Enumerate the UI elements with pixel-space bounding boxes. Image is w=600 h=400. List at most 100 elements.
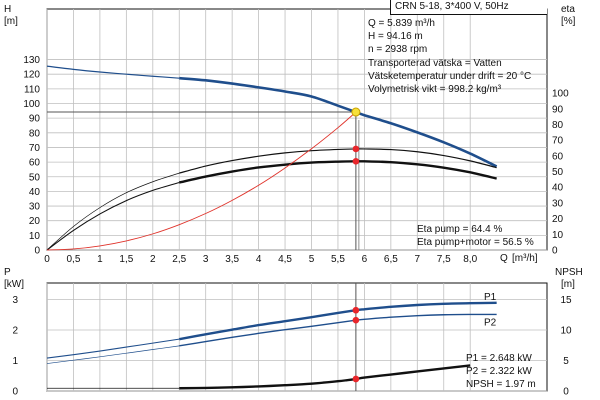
eta-tick-label: 30	[552, 198, 564, 209]
duty-point-marker	[351, 107, 361, 117]
power-series: P1 P2	[46, 283, 497, 391]
duty-temperature: Vätsketemperatur under drift = 20 °C	[368, 70, 532, 82]
eta-tick-label: 70	[552, 136, 564, 147]
head-tick-label: 40	[29, 187, 41, 198]
duty-flow: Q = 5.839 m³/h	[368, 18, 435, 29]
head-tick-label: 120	[23, 70, 40, 81]
x-tick-label: 1,5	[119, 254, 133, 265]
x-tick-label: 3	[203, 254, 209, 265]
head-axis-label: H	[4, 4, 11, 15]
eta-tick-label: 80	[552, 120, 564, 131]
head-axis-unit: [m]	[4, 16, 18, 27]
power-tick-label: 1	[12, 356, 18, 367]
eta-tick-label: 50	[552, 167, 564, 178]
npsh-curve	[179, 364, 471, 390]
power-info-block: P1 = 2.648 kW P2 = 2.322 kW NPSH = 1.97 …	[466, 352, 536, 392]
head-series	[46, 65, 498, 251]
duty-head: H = 94.16 m	[368, 31, 423, 43]
eta-axis-unit: [%]	[561, 16, 576, 27]
duty-density: Volymetrisk vikt = 998.2 kg/m³	[368, 84, 502, 96]
eta-pump-marker	[352, 145, 360, 153]
eta-axis-label: eta	[561, 4, 575, 15]
eta-tick-label: 60	[552, 151, 564, 162]
head-tick-label: 20	[29, 216, 41, 227]
p1-series-label: P1	[484, 292, 497, 303]
eta-tick-label: 100	[552, 89, 569, 100]
x-tick-label: 3,5	[225, 254, 239, 265]
system_curve-curve	[46, 111, 357, 251]
duty-liquid: Transporterad vätska = Vatten	[368, 57, 502, 69]
head-curve-low	[46, 65, 180, 79]
p1-value-text: P1 = 2.648 kW	[466, 353, 532, 364]
p2-curve-low	[46, 345, 180, 364]
eta-tick-label: 90	[552, 104, 564, 115]
eta-tick-label: 20	[552, 214, 564, 225]
x-tick-label: 2,5	[172, 254, 186, 265]
npsh-tick-label: 15	[560, 295, 572, 306]
x-tick-label: 6,5	[384, 254, 398, 265]
eta_pump_motor-curve-low	[46, 182, 180, 251]
eta-pump-motor-text: Eta pump+motor = 56.5 %	[417, 237, 534, 249]
npsh-axis-unit: [m]	[561, 279, 575, 290]
p2-value-text: P2 = 2.322 kW	[466, 366, 532, 378]
eta-pump-text: Eta pump = 64.4 %	[417, 224, 503, 235]
head-tick-label: 50	[29, 172, 41, 183]
eta-tick-label: 40	[552, 183, 564, 194]
x-tick-label: 4,5	[278, 254, 292, 265]
head-tick-label: 130	[23, 55, 40, 66]
duty-info-block: Q = 5.839 m³/h H = 94.16 m n = 2938 rpm …	[368, 17, 531, 96]
npsh-tick-label: 10	[560, 326, 572, 337]
flow-axis-label: Q	[500, 253, 508, 264]
p1-duty-marker	[352, 306, 360, 314]
power-grid	[46, 283, 547, 392]
x-tick-label: 4	[256, 254, 262, 265]
x-tick-label: 0,5	[66, 254, 80, 265]
head-tick-labels: 0 0,5 1 1,5 2 2,5 3 3,5 4 4,5 5 5,5 6 6,5 7 7,5 8,0 0 10 20…	[23, 55, 569, 265]
npsh-duty-marker	[352, 375, 360, 383]
x-tick-label: 5	[309, 254, 315, 265]
x-tick-label: 8,0	[463, 254, 477, 265]
head-curve	[179, 76, 498, 168]
head-tick-label: 90	[29, 114, 41, 125]
flow-axis-unit: [m³/h]	[512, 253, 538, 264]
eta_pump-curve	[179, 148, 497, 174]
npsh-tick-label: 5	[563, 356, 569, 367]
eta-tick-label: 0	[552, 246, 558, 257]
p1-curve-low	[46, 338, 180, 359]
power-tick-label: 3	[12, 295, 18, 306]
eta_pump-curve-low	[46, 172, 180, 251]
head-tick-label: 60	[29, 158, 41, 169]
efficiency-info-block: Eta pump = 64.4 % Eta pump+motor = 56.5 …	[417, 223, 534, 249]
x-tick-label: 0	[44, 254, 50, 265]
x-tick-label: 1	[97, 254, 103, 265]
p2-series-label: P2	[484, 317, 497, 328]
eta-tick-label: 10	[552, 230, 564, 241]
power-panel: P1 P2 0 1 2 3 0 5 10 15 P [kW] NPSH [m]	[4, 267, 583, 398]
eta-pump-motor-marker	[352, 158, 360, 165]
x-tick-label: 5,5	[331, 254, 345, 265]
power-axis-unit: [kW]	[4, 279, 24, 290]
npsh-tick-label: 0	[563, 387, 569, 398]
head-tick-label: 80	[29, 128, 41, 139]
head-tick-label: 70	[29, 143, 41, 154]
p2-curve	[179, 313, 497, 347]
head-tick-label: 30	[29, 202, 41, 213]
power-tick-labels: 0 1 2 3 0 5 10 15	[12, 295, 572, 398]
p2-duty-marker	[352, 316, 360, 324]
power-tick-label: 0	[12, 387, 18, 398]
x-tick-label: 7	[415, 254, 421, 265]
eta_pump_motor-curve	[178, 160, 497, 184]
npsh-value-text: NPSH = 1.97 m	[466, 379, 536, 391]
p1-curve	[179, 301, 497, 341]
x-tick-label: 7,5	[437, 254, 451, 265]
npsh-axis-label: NPSH	[555, 267, 583, 278]
head-tick-label: 100	[23, 99, 40, 110]
power-axis-label: P	[4, 267, 11, 278]
x-tick-label: 2	[150, 254, 156, 265]
head-tick-label: 10	[29, 231, 41, 242]
power-tick-label: 2	[12, 326, 18, 337]
head-panel: 0 0,5 1 1,5 2 2,5 3 3,5 4 4,5 5 5,5 6 6,5 7 7,5 8,0 0 10 20…	[4, 4, 576, 265]
head-tick-label: 110	[24, 84, 40, 95]
x-tick-label: 6	[362, 254, 368, 265]
